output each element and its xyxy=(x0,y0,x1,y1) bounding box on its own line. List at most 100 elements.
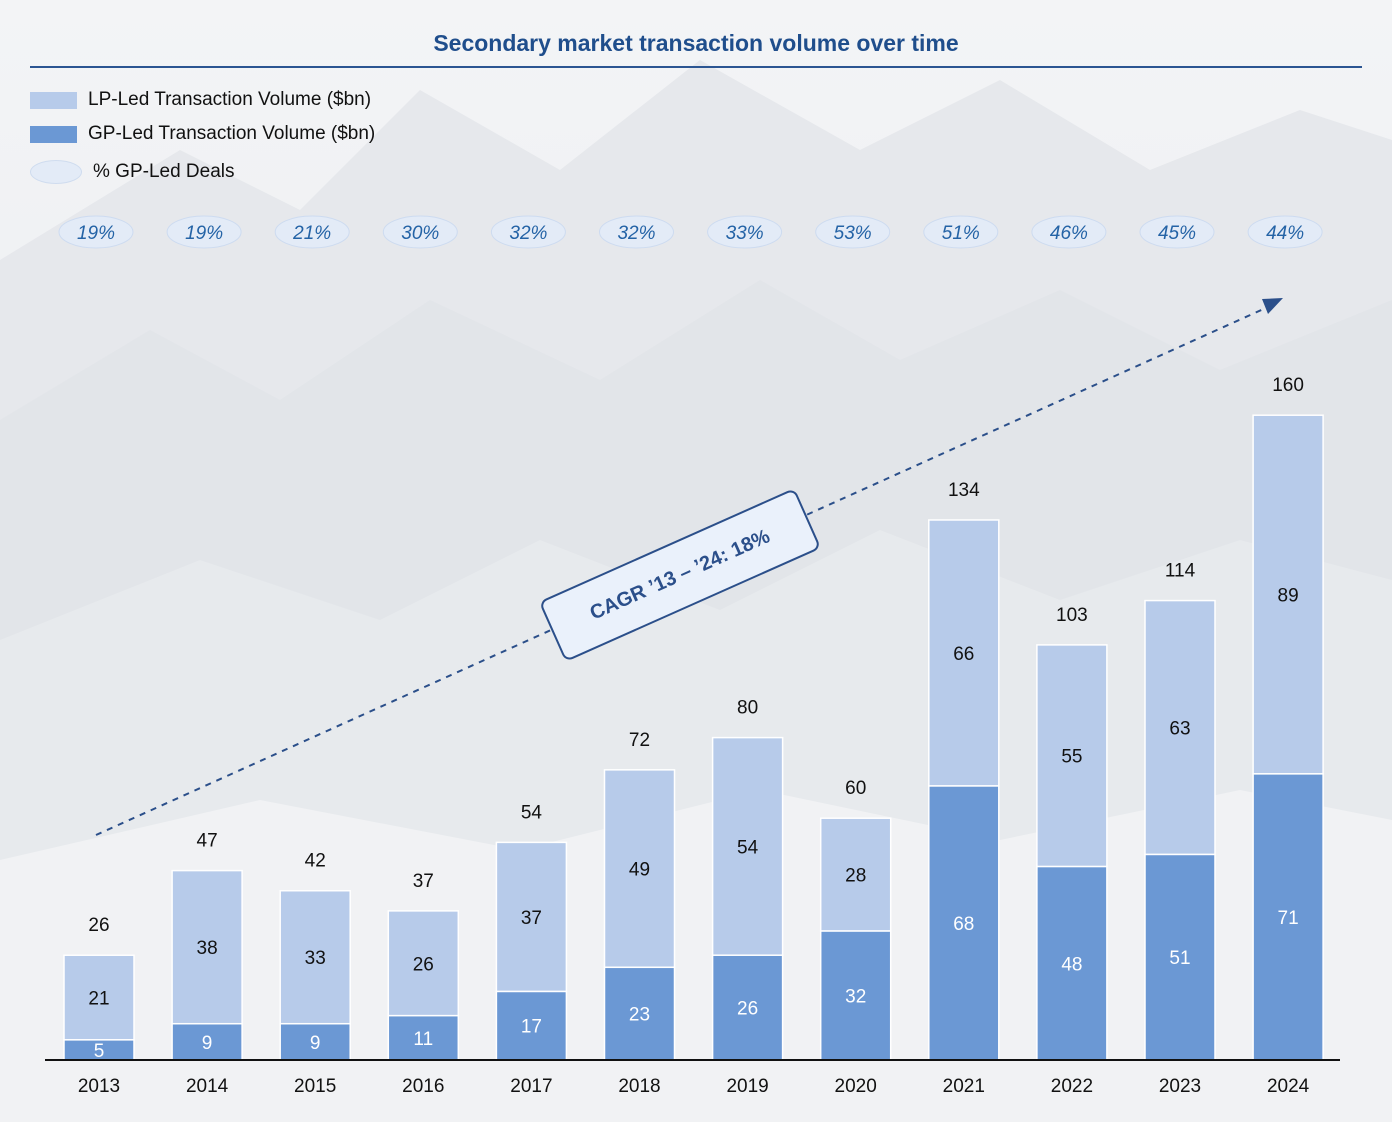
legend-label-lp: LP-Led Transaction Volume ($bn) xyxy=(88,89,372,110)
legend-oval-pct xyxy=(30,160,82,184)
bar-lp-2017 xyxy=(495,841,568,993)
pct-label-2015: 21% xyxy=(292,223,331,244)
pct-label-2020: 53% xyxy=(834,223,872,244)
title-divider xyxy=(30,66,1362,68)
pct-label-2013: 19% xyxy=(77,223,115,244)
pct-oval-2022 xyxy=(1031,215,1107,249)
label-lp-2022: 55 xyxy=(1061,747,1082,768)
bar-gp-2024 xyxy=(1252,773,1324,1061)
pct-oval-2018 xyxy=(599,215,674,249)
pct-label-2014: 19% xyxy=(185,223,223,244)
legend-item-lp: LP-Led Transaction Volume ($bn) xyxy=(30,88,371,112)
x-tick-2023: 2023 xyxy=(1159,1076,1201,1097)
pct-label-2024: 44% xyxy=(1266,223,1304,244)
label-lp-2014: 38 xyxy=(197,938,218,959)
label-total-2019: 80 xyxy=(737,698,758,719)
label-gp-2013: 5 xyxy=(94,1041,105,1062)
pct-oval-2017 xyxy=(490,215,566,249)
label-gp-2019: 26 xyxy=(737,999,758,1020)
label-lp-2021: 66 xyxy=(953,644,974,665)
bar-gp-2019 xyxy=(711,954,784,1061)
x-tick-2020: 2020 xyxy=(835,1076,877,1097)
legend-item-gp: GP-Led Transaction Volume ($bn) xyxy=(30,122,375,146)
label-total-2020: 60 xyxy=(845,778,866,799)
bar-lp-2021 xyxy=(928,519,1000,787)
legend-swatch-lp xyxy=(30,91,77,109)
pct-oval-2014 xyxy=(166,215,242,249)
label-total-2016: 37 xyxy=(413,871,434,892)
bar-gp-2020 xyxy=(819,930,892,1061)
label-lp-2019: 54 xyxy=(737,837,759,858)
pct-oval-2021 xyxy=(923,215,999,249)
pct-label-2022: 46% xyxy=(1050,223,1088,244)
label-gp-2021: 68 xyxy=(953,914,974,935)
bar-lp-2020 xyxy=(819,817,892,932)
label-total-2017: 54 xyxy=(521,802,543,823)
pct-oval-2024 xyxy=(1247,215,1323,249)
label-lp-2023: 63 xyxy=(1169,719,1190,740)
label-lp-2015: 33 xyxy=(305,948,326,969)
legend-label-pct: % GP-Led Deals xyxy=(93,161,235,182)
x-tick-2024: 2024 xyxy=(1267,1076,1310,1097)
label-lp-2018: 49 xyxy=(629,860,650,881)
label-total-2021: 134 xyxy=(948,480,980,501)
x-tick-2013: 2013 xyxy=(78,1076,120,1097)
label-gp-2024: 71 xyxy=(1278,908,1299,929)
pct-oval-2016 xyxy=(382,215,458,249)
bar-gp-2017 xyxy=(495,990,568,1061)
legend-swatch-gp xyxy=(30,125,77,143)
bar-lp-2022 xyxy=(1036,644,1108,868)
bar-gp-2015 xyxy=(279,1022,351,1061)
bar-lp-2015 xyxy=(279,889,351,1025)
bar-lp-2014 xyxy=(171,869,243,1025)
label-gp-2016: 11 xyxy=(413,1029,433,1050)
pct-label-2016: 30% xyxy=(401,223,439,244)
label-lp-2013: 21 xyxy=(88,989,109,1010)
label-total-2018: 72 xyxy=(629,730,650,751)
label-gp-2017: 17 xyxy=(521,1017,542,1038)
bar-gp-2023 xyxy=(1144,853,1216,1061)
label-gp-2018: 23 xyxy=(629,1005,650,1026)
label-total-2013: 26 xyxy=(88,915,109,936)
label-total-2023: 114 xyxy=(1165,561,1196,582)
bar-lp-2023 xyxy=(1144,599,1216,856)
label-gp-2023: 51 xyxy=(1169,948,1190,969)
bar-gp-2022 xyxy=(1036,865,1108,1061)
x-tick-2021: 2021 xyxy=(943,1076,985,1097)
label-gp-2015: 9 xyxy=(310,1033,321,1054)
x-tick-2015: 2015 xyxy=(294,1076,336,1097)
bar-lp-2013 xyxy=(63,954,135,1041)
x-tick-2019: 2019 xyxy=(726,1076,768,1097)
pct-label-2019: 33% xyxy=(726,223,764,244)
label-lp-2016: 26 xyxy=(413,954,434,975)
x-tick-2018: 2018 xyxy=(618,1076,660,1097)
pct-label-2021: 51% xyxy=(942,223,980,244)
x-tick-2017: 2017 xyxy=(510,1076,552,1097)
pct-oval-2020 xyxy=(815,215,891,249)
label-total-2022: 103 xyxy=(1056,605,1088,626)
label-lp-2024: 89 xyxy=(1278,586,1299,607)
legend-label-gp: GP-Led Transaction Volume ($bn) xyxy=(88,123,376,144)
cagr-trend-line xyxy=(95,306,1269,836)
pct-oval-2015 xyxy=(274,215,350,249)
label-total-2024: 160 xyxy=(1272,375,1304,396)
label-total-2014: 47 xyxy=(197,831,218,852)
x-tick-2016: 2016 xyxy=(402,1076,444,1097)
pct-label-2023: 45% xyxy=(1158,223,1196,244)
cagr-arrowhead xyxy=(1262,298,1283,314)
label-gp-2020: 32 xyxy=(845,987,866,1008)
label-lp-2020: 28 xyxy=(845,866,866,887)
bar-lp-2016 xyxy=(387,910,460,1017)
pct-oval-2023 xyxy=(1139,215,1215,249)
label-lp-2017: 37 xyxy=(521,908,542,929)
label-gp-2022: 48 xyxy=(1061,954,1082,975)
bar-gp-2014 xyxy=(171,1022,243,1061)
pct-label-2017: 32% xyxy=(509,223,547,244)
bar-gp-2021 xyxy=(928,785,1000,1061)
pct-oval-2019 xyxy=(707,215,783,249)
x-tick-2014: 2014 xyxy=(186,1076,229,1097)
pct-oval-2013 xyxy=(58,215,134,249)
bar-gp-2018 xyxy=(603,966,676,1061)
pct-label-2018: 32% xyxy=(617,223,655,244)
